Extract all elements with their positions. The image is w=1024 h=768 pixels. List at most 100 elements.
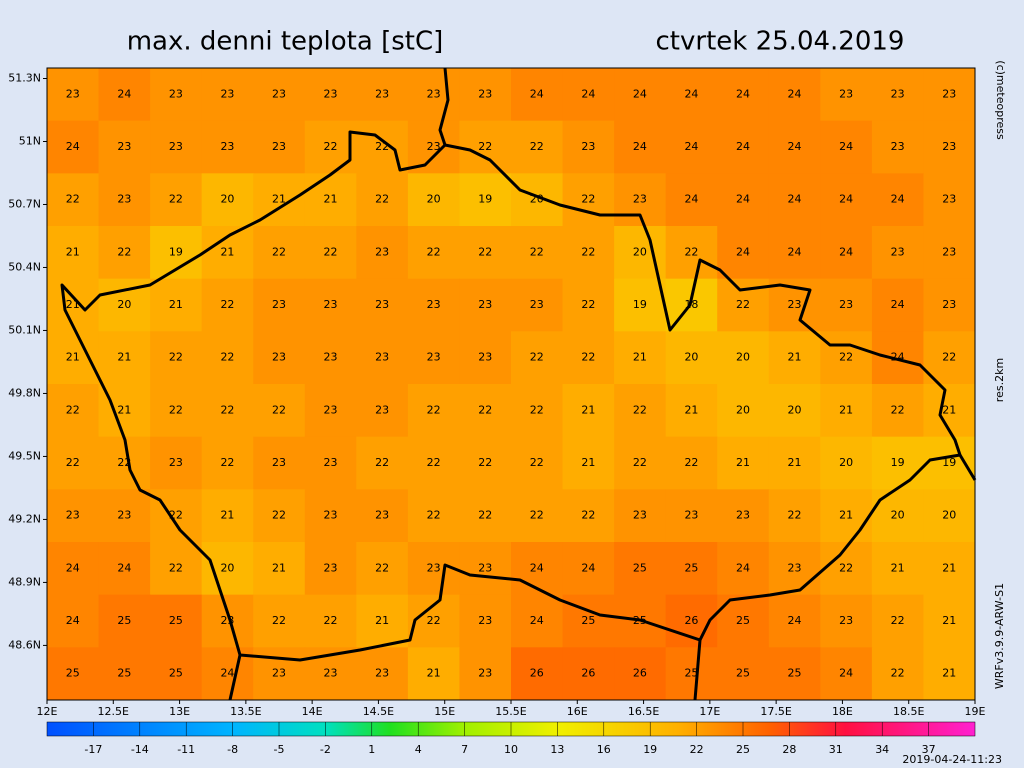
grid-cell: [717, 489, 770, 543]
field: 23 24 23 23 23 23 23 23 23 24 24 24 24 24 24 23 23 23 24 23…: [47, 68, 976, 701]
cell-value: 24: [839, 667, 853, 680]
cell-value: 23: [427, 140, 441, 153]
grid-cell: [304, 594, 357, 648]
grid-cell: [47, 436, 100, 490]
grid-cell: [407, 278, 460, 332]
cell-value: 24: [736, 245, 750, 258]
country-border: [693, 639, 702, 701]
grid-cell: [356, 68, 409, 122]
grid-cell: [717, 542, 770, 596]
colorbar-tick-label: 34: [875, 743, 889, 756]
cell-value: 20: [220, 193, 234, 206]
cell-value: 23: [478, 351, 492, 364]
x-tick-label: 13.5E: [230, 705, 261, 718]
cell-value: 24: [736, 561, 750, 574]
grid-cell: [150, 120, 203, 174]
grid-cell: [304, 226, 357, 280]
x-tick-label: 15E: [434, 705, 455, 718]
cell-value: 25: [66, 667, 80, 680]
grid-cell: [562, 120, 615, 174]
cell-value: 22: [839, 351, 853, 364]
grid-cell: [304, 120, 357, 174]
grid-cell: [665, 436, 718, 490]
cell-value: 24: [220, 667, 234, 680]
colorbar-tick-label: -5: [274, 743, 285, 756]
cell-value: 22: [220, 403, 234, 416]
grid-cell: [923, 278, 976, 332]
grid-cell: [562, 436, 615, 490]
grid-cell: [562, 384, 615, 438]
cell-value: 23: [375, 298, 389, 311]
cell-value: 23: [891, 87, 905, 100]
grid-cell: [820, 542, 873, 596]
cell-value: 21: [581, 456, 595, 469]
grid-cell: [98, 68, 151, 122]
x-tick-label: 17.5E: [760, 705, 791, 718]
cell-value: 22: [169, 351, 183, 364]
grid-cell: [201, 173, 254, 227]
cell-value: 20: [942, 509, 956, 522]
grid-cell: [459, 120, 512, 174]
grid-cell: [871, 278, 924, 332]
cell-value: 22: [375, 456, 389, 469]
cell-value: 19: [942, 456, 956, 469]
grid-cell: [356, 542, 409, 596]
grid-cell: [150, 647, 203, 701]
cell-value: 22: [478, 509, 492, 522]
grid-cell: [562, 68, 615, 122]
grid-cell: [459, 594, 512, 648]
grid-cell: [98, 173, 151, 227]
grid-cell: [253, 68, 306, 122]
cell-value: 24: [788, 614, 802, 627]
grid-cell: [201, 68, 254, 122]
cell-value: 23: [478, 87, 492, 100]
grid-cell: [614, 647, 667, 701]
grid-cell: [665, 120, 718, 174]
grid-cell: [356, 173, 409, 227]
grid-cell: [665, 489, 718, 543]
cell-value: 24: [117, 561, 131, 574]
grid-cell: [820, 384, 873, 438]
cell-value: 21: [117, 403, 131, 416]
grid-cell: [253, 226, 306, 280]
cell-value: 23: [324, 403, 338, 416]
x-tick-label: 15.5E: [495, 705, 526, 718]
grid-cell: [820, 489, 873, 543]
grid-cell: [511, 226, 564, 280]
cell-value: 23: [66, 87, 80, 100]
colorbar-tick-label: 4: [415, 743, 422, 756]
grid-cell: [304, 384, 357, 438]
cell-value: 23: [324, 87, 338, 100]
cell-value: 23: [684, 509, 698, 522]
cell-value: 21: [117, 351, 131, 364]
cell-value: 22: [581, 509, 595, 522]
colorbar-tick-label: 16: [597, 743, 611, 756]
cell-value: 24: [581, 87, 595, 100]
cell-value: 22: [942, 351, 956, 364]
cell-value: 23: [891, 245, 905, 258]
grid-cell: [820, 120, 873, 174]
cell-value: 21: [942, 614, 956, 627]
cell-value: 19: [891, 456, 905, 469]
colorbar-tick-label: 7: [461, 743, 468, 756]
x-tick-label: 16E: [567, 705, 588, 718]
cell-value: 23: [633, 509, 647, 522]
y-tick-label: 51N: [19, 134, 41, 147]
colorbar-tick-label: 22: [690, 743, 704, 756]
grid-cell: [253, 120, 306, 174]
cell-value: 22: [427, 245, 441, 258]
grid-cell: [459, 331, 512, 385]
grid-cell: [820, 594, 873, 648]
timestamp: 2019-04-24-11:23: [902, 753, 1002, 766]
grid-cell: [562, 226, 615, 280]
grid-cell: [407, 489, 460, 543]
cell-value: 24: [736, 87, 750, 100]
grid-cell: [47, 173, 100, 227]
grid-cell: [820, 278, 873, 332]
cell-value: 22: [684, 456, 698, 469]
cell-value: 25: [169, 667, 183, 680]
cell-value: 21: [66, 351, 80, 364]
grid-cell: [98, 542, 151, 596]
cell-value: 22: [427, 403, 441, 416]
grid-cell: [150, 594, 203, 648]
